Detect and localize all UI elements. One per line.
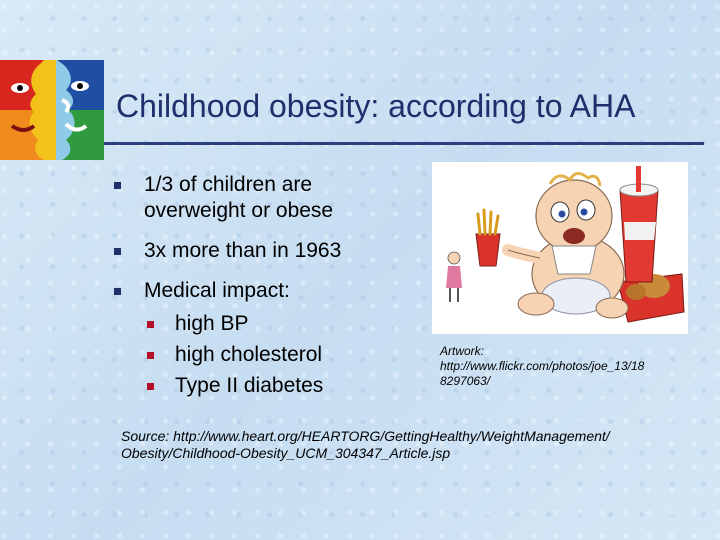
sub-bullet-list: high BP high cholesterol Type II diabete… (144, 308, 412, 401)
slide-title: Childhood obesity: according to AHA (116, 88, 636, 124)
square-bullet-icon (114, 182, 121, 189)
sub-bullet-text: Type II diabetes (175, 374, 324, 397)
bullet-item: Medical impact: high BP high cholesterol… (112, 278, 412, 401)
source-citation: Source: http://www.heart.org/HEARTORG/Ge… (121, 428, 610, 461)
sub-bullet-item: Type II diabetes (144, 370, 412, 401)
square-bullet-icon (147, 352, 154, 359)
square-bullet-icon (147, 321, 154, 328)
square-bullet-icon (114, 288, 121, 295)
bullet-list: 1/3 of children are overweight or obese … (112, 172, 412, 415)
bullet-text: Medical impact: (144, 279, 290, 302)
bullet-text: 1/3 of children are overweight or obese (144, 173, 334, 222)
bullet-item: 1/3 of children are overweight or obese (112, 172, 412, 224)
square-bullet-icon (147, 383, 154, 390)
cartoon-baby-fast-food-image (432, 162, 688, 334)
faces-logo-icon (0, 60, 104, 160)
sub-bullet-text: high BP (175, 312, 249, 335)
bullet-text: 3x more than in 1963 (144, 239, 342, 262)
artwork-caption: Artwork: http://www.flickr.com/photos/jo… (440, 344, 645, 388)
bullet-item: 3x more than in 1963 (112, 238, 412, 264)
sub-bullet-item: high cholesterol (144, 339, 412, 370)
title-divider (104, 142, 704, 145)
sub-bullet-text: high cholesterol (175, 343, 323, 366)
square-bullet-icon (114, 248, 121, 255)
sub-bullet-item: high BP (144, 308, 412, 339)
